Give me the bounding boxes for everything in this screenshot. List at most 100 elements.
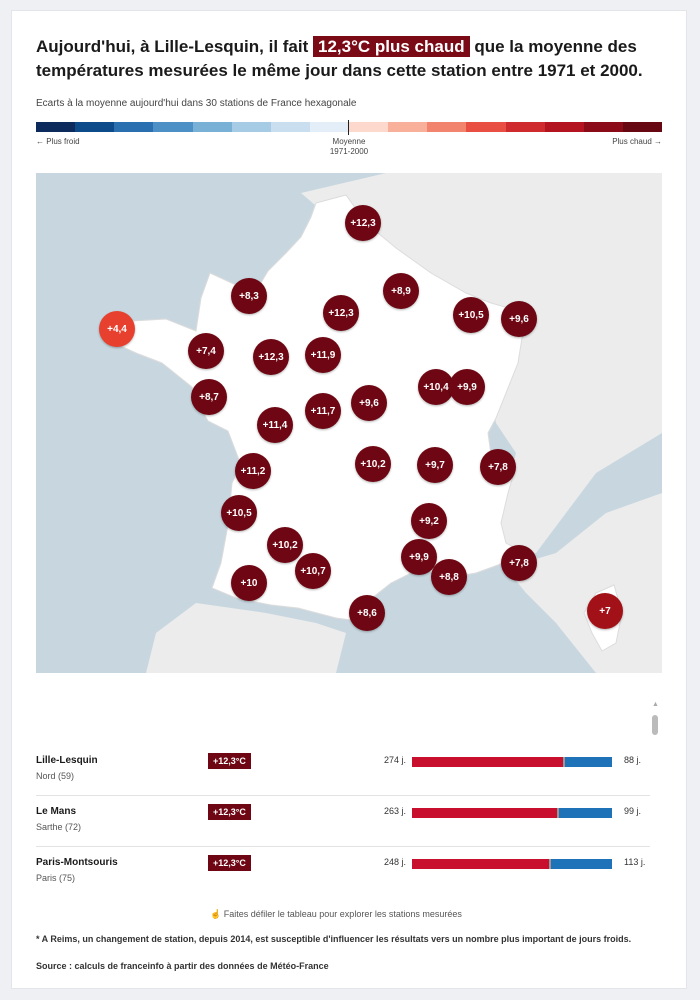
station-bubble[interactable]: +12,3	[253, 339, 289, 375]
headline-after: que la moyenne des températures mesurées…	[36, 37, 643, 80]
days-bar	[412, 808, 612, 818]
hot-days-label: 263 j.	[383, 806, 406, 816]
scale-segment	[427, 122, 467, 132]
infographic-card: Aujourd'hui, à Lille-Lesquin, il fait 12…	[11, 10, 687, 989]
station-bubble[interactable]: +9,9	[401, 539, 437, 575]
station-bubble[interactable]: +9,6	[351, 385, 387, 421]
scale-segment	[583, 122, 623, 132]
scroll-hint-text: Faites défiler le tableau pour explorer …	[223, 909, 462, 919]
hot-days-bar	[412, 859, 549, 869]
station-bubble[interactable]: +11,9	[305, 337, 341, 373]
days-bar	[412, 757, 612, 767]
scroll-up-arrow-icon[interactable]: ▲	[652, 701, 659, 708]
station-bubble[interactable]: +10,2	[267, 527, 303, 563]
cold-days-bar	[559, 808, 612, 818]
days-bar	[412, 859, 612, 869]
station-bubble[interactable]: +12,3	[345, 205, 381, 241]
hot-days-bar	[412, 808, 557, 818]
scale-mid-label-1: Moyenne	[332, 137, 366, 146]
scale-segment	[622, 122, 662, 132]
station-bubble[interactable]: +11,2	[235, 453, 271, 489]
station-bubble[interactable]: +9,7	[417, 447, 453, 483]
table-row: Le Mans Sarthe (72) +12,3°C 263 j. 99 j.	[36, 796, 650, 847]
scale-segment	[388, 122, 428, 132]
scale-segment	[349, 122, 389, 132]
temperature-badge: +12,3°C	[208, 855, 251, 871]
station-bubble[interactable]: +9,2	[411, 503, 447, 539]
cold-days-bar	[551, 859, 612, 869]
scale-segment	[36, 122, 76, 132]
scale-segment	[309, 122, 349, 132]
table-row: Lille-Lesquin Nord (59) +12,3°C 274 j. 88 j.	[36, 745, 650, 796]
station-bubble[interactable]: +7,4	[188, 333, 224, 369]
scale-segment	[466, 122, 506, 132]
station-bubble[interactable]: +11,4	[257, 407, 293, 443]
station-bubble[interactable]: +10,2	[355, 446, 391, 482]
source: Source : calculs de franceinfo à partir …	[36, 961, 329, 971]
scale-segment	[114, 122, 154, 132]
hot-days-label: 248 j.	[383, 857, 406, 867]
station-bubble[interactable]: +10,5	[221, 495, 257, 531]
scale-segment	[75, 122, 115, 132]
cold-days-label: 113 j.	[624, 857, 646, 867]
station-bubble[interactable]: +10,5	[453, 297, 489, 333]
temperature-badge: +12,3°C	[208, 804, 251, 820]
table-row: Paris-Montsouris Paris (75) +12,3°C 248 j. 1…	[36, 847, 650, 897]
station-name: Le Mans	[36, 806, 77, 817]
station-bubble[interactable]: +8,8	[431, 559, 467, 595]
cold-days-bar	[565, 757, 612, 767]
bar-separator	[563, 757, 565, 767]
station-bubble[interactable]: +7,8	[501, 545, 537, 581]
scale-segment	[544, 122, 584, 132]
scale-segment	[270, 122, 310, 132]
map-shapes	[105, 173, 662, 673]
station-bubble[interactable]: +12,3	[323, 295, 359, 331]
station-bubble[interactable]: +8,7	[191, 379, 227, 415]
headline-highlight: 12,3°C plus chaud	[313, 36, 470, 57]
pointer-hand-icon: ☝	[210, 909, 222, 919]
hot-days-label: 274 j.	[383, 755, 406, 765]
cold-days-label: 88 j.	[624, 755, 642, 765]
station-name: Lille-Lesquin	[36, 755, 98, 766]
station-department: Sarthe (72)	[36, 822, 82, 832]
scale-segment	[231, 122, 271, 132]
color-scale	[36, 122, 662, 132]
station-bubble[interactable]: +7	[587, 593, 623, 629]
footnote: * A Reims, un changement de station, dep…	[36, 934, 632, 944]
spain	[146, 603, 346, 673]
scale-mid-label-2: 1971-2000	[329, 147, 369, 156]
station-bubble[interactable]: +9,9	[449, 369, 485, 405]
station-bubble[interactable]: +7,8	[480, 449, 516, 485]
station-bubble[interactable]: +10	[231, 565, 267, 601]
station-department: Nord (59)	[36, 771, 75, 781]
scroll-hint: ☝ Faites défiler le tableau pour explore…	[210, 909, 462, 920]
station-bubble[interactable]: +8,6	[349, 595, 385, 631]
station-bubble[interactable]: +10,7	[295, 553, 331, 589]
scale-segment	[505, 122, 545, 132]
temperature-badge: +12,3°C	[208, 753, 251, 769]
station-bubble[interactable]: +8,9	[383, 273, 419, 309]
hot-days-bar	[412, 757, 563, 767]
neighbor-countries	[301, 173, 662, 563]
subtitle: Ecarts à la moyenne aujourd'hui dans 30 …	[36, 98, 357, 109]
headline-before: Aujourd'hui, à Lille-Lesquin, il fait	[36, 37, 313, 56]
bar-separator	[549, 859, 551, 869]
table-scrollbar[interactable]	[652, 715, 658, 735]
france-map: +12,3 +8,3 +8,9 +12,3 +10,5 +9,6 +4,4 +7,4 +12,3…	[36, 173, 662, 673]
italy	[506, 493, 662, 673]
station-bubble[interactable]: +10,4	[418, 369, 454, 405]
station-bubble[interactable]: +9,6	[501, 301, 537, 337]
station-department: Paris (75)	[36, 873, 76, 883]
stations-table: Lille-Lesquin Nord (59) +12,3°C 274 j. 88 j.…	[36, 707, 652, 897]
cold-days-label: 99 j.	[624, 806, 642, 816]
headline: Aujourd'hui, à Lille-Lesquin, il fait 12…	[36, 35, 666, 83]
bar-separator	[557, 808, 559, 818]
scale-hot-label: Plus chaud →	[612, 137, 662, 146]
station-bubble[interactable]: +11,7	[305, 393, 341, 429]
scale-segment	[153, 122, 193, 132]
station-name: Paris-Montsouris	[36, 857, 118, 868]
station-bubble[interactable]: +4,4	[99, 311, 135, 347]
scale-segment	[192, 122, 232, 132]
scale-cold-label: ← Plus froid	[36, 137, 80, 146]
station-bubble[interactable]: +8,3	[231, 278, 267, 314]
